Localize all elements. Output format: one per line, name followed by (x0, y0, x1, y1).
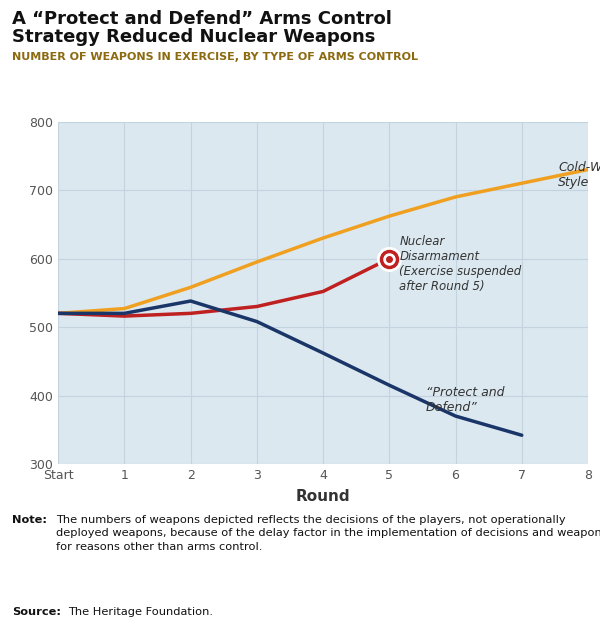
Text: The Heritage Foundation.: The Heritage Foundation. (68, 607, 213, 617)
Text: “Protect and
Defend”: “Protect and Defend” (426, 387, 504, 414)
Text: Source:: Source: (12, 607, 61, 617)
Text: The numbers of weapons depicted reflects the decisions of the players, not opera: The numbers of weapons depicted reflects… (56, 515, 600, 552)
Text: A “Protect and Defend” Arms Control: A “Protect and Defend” Arms Control (12, 10, 392, 28)
Text: Note:: Note: (12, 515, 47, 525)
Text: NUMBER OF WEAPONS IN EXERCISE, BY TYPE OF ARMS CONTROL: NUMBER OF WEAPONS IN EXERCISE, BY TYPE O… (12, 52, 418, 63)
Text: Nuclear
Disarmament
(Exercise suspended
after Round 5): Nuclear Disarmament (Exercise suspended … (399, 235, 521, 293)
Text: Cold-War
Style: Cold-War Style (558, 161, 600, 189)
X-axis label: Round: Round (296, 489, 350, 504)
Text: Strategy Reduced Nuclear Weapons: Strategy Reduced Nuclear Weapons (12, 28, 376, 45)
